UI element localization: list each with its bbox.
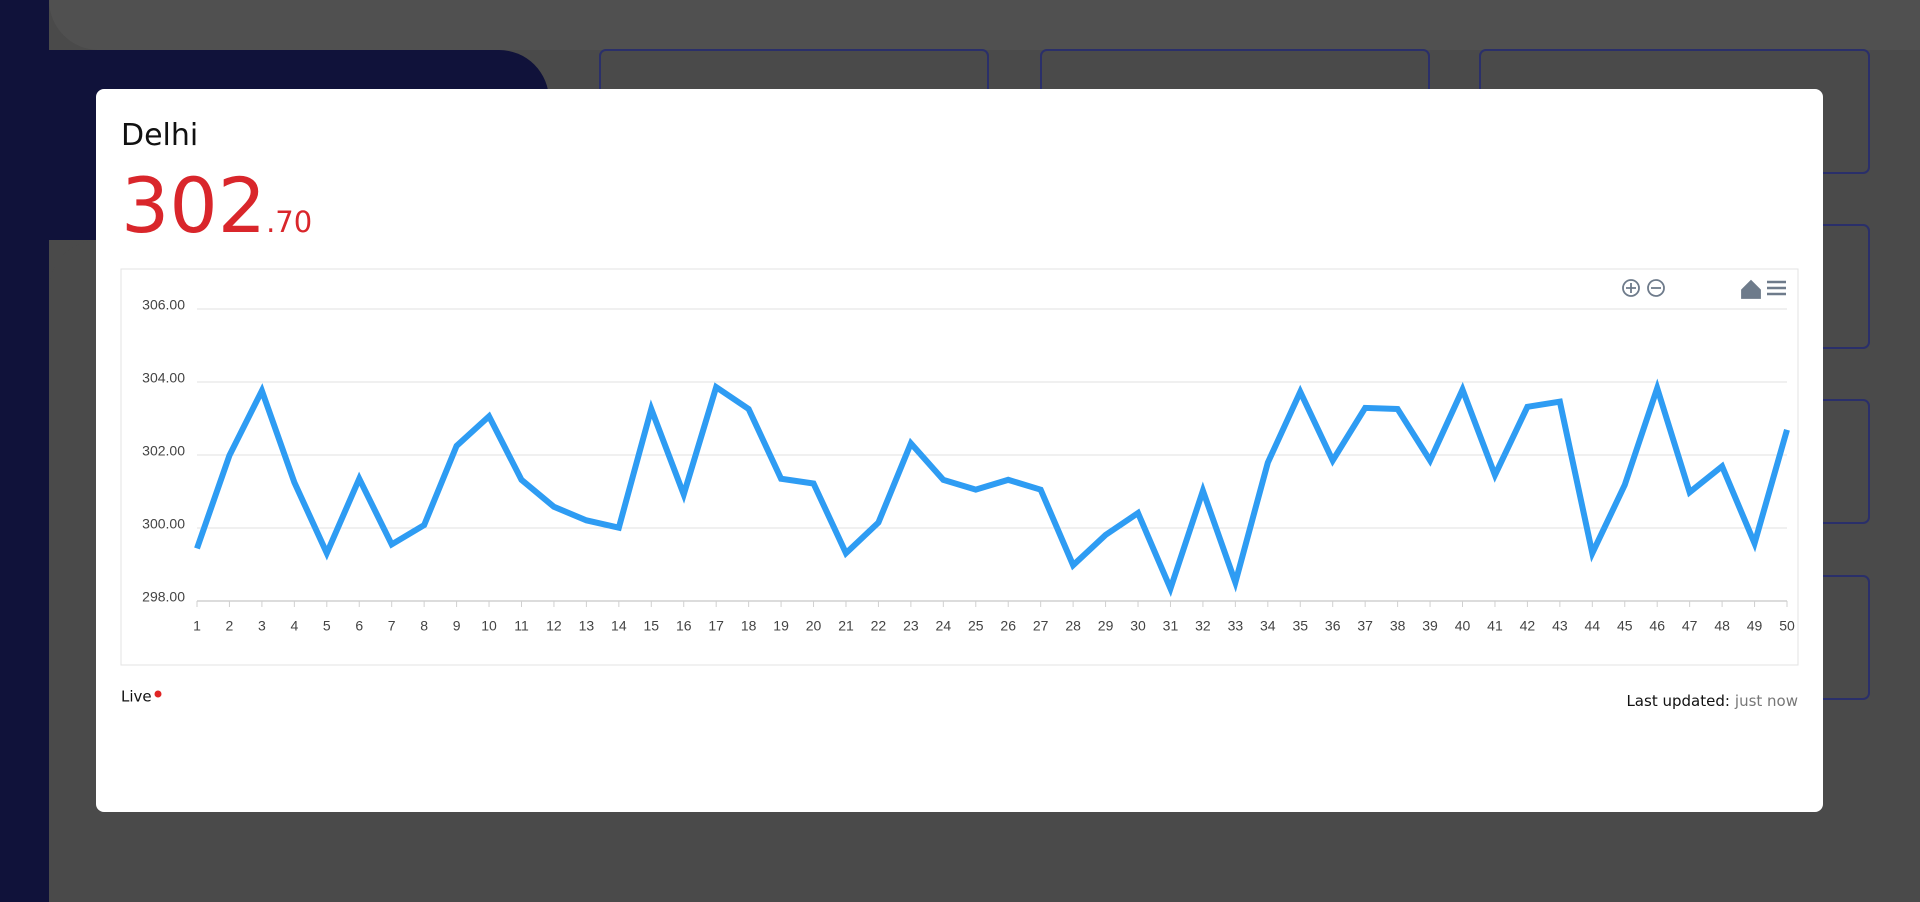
- y-tick-label: 304.00: [142, 370, 185, 386]
- x-tick-label: 11: [514, 618, 529, 634]
- x-tick-label: 37: [1357, 618, 1373, 634]
- x-tick-label: 18: [741, 618, 757, 634]
- x-tick-label: 32: [1195, 618, 1211, 634]
- x-tick-label: 36: [1325, 618, 1341, 634]
- x-tick-label: 17: [708, 618, 724, 634]
- x-tick-label: 20: [806, 618, 822, 634]
- toolbar: [1622, 279, 1786, 299]
- x-tick-label: 7: [388, 618, 396, 634]
- zoom-in[interactable]: [1622, 279, 1640, 297]
- x-tick-label: 25: [968, 618, 984, 634]
- last-updated: Last updated: just now: [1626, 692, 1798, 710]
- updated-value: just now: [1734, 692, 1798, 710]
- x-tick-label: 30: [1130, 618, 1146, 634]
- x-tick-label: 33: [1228, 618, 1244, 634]
- x-tick-label: 50: [1779, 618, 1795, 634]
- live-label: Live: [121, 688, 152, 706]
- y-tick-label: 306.00: [142, 297, 185, 313]
- x-tick-label: 48: [1714, 618, 1730, 634]
- x-tick-label: 6: [355, 618, 363, 634]
- x-tick-label: 41: [1487, 618, 1503, 634]
- x-tick-label: 24: [936, 618, 952, 634]
- x-tick-label: 47: [1682, 618, 1698, 634]
- x-tick-label: 26: [1000, 618, 1016, 634]
- price-integer: 302: [121, 161, 266, 250]
- x-tick-label: 38: [1390, 618, 1406, 634]
- menu[interactable]: [1767, 280, 1786, 296]
- x-tick-label: 8: [420, 618, 428, 634]
- x-tick-label: 5: [323, 618, 331, 634]
- x-tick-label: 45: [1617, 618, 1633, 634]
- x-tick-label: 44: [1585, 618, 1601, 634]
- x-tick-label: 3: [258, 618, 266, 634]
- x-tick-label: 19: [773, 618, 789, 634]
- live-dot: [154, 690, 162, 698]
- x-tick-label: 23: [903, 618, 919, 634]
- chart-frame: [120, 268, 1799, 666]
- x-tick-label: 21: [838, 618, 854, 634]
- sidebar: [0, 0, 49, 902]
- zoom-out[interactable]: [1647, 279, 1665, 297]
- x-tick-label: 46: [1649, 618, 1665, 634]
- x-tick-label: 43: [1552, 618, 1568, 634]
- x-tick-label: 12: [546, 618, 562, 634]
- x-tick-label: 15: [643, 618, 659, 634]
- reset-zoom[interactable]: [1741, 279, 1761, 299]
- x-tick-label: 35: [1292, 618, 1308, 634]
- x-tick-label: 1: [193, 618, 201, 634]
- y-tick-label: 300.00: [142, 516, 185, 532]
- x-tick-label: 28: [1065, 618, 1081, 634]
- updated-label: Last updated:: [1626, 692, 1729, 710]
- x-tick-label: 13: [579, 618, 595, 634]
- x-tick-label: 10: [481, 618, 497, 634]
- x-tick-label: 9: [453, 618, 461, 634]
- x-tick-label: 34: [1260, 618, 1276, 634]
- x-tick-label: 29: [1098, 618, 1114, 634]
- line-series: [194, 378, 1790, 598]
- price-decimal: .70: [266, 205, 312, 239]
- x-tick-label: 16: [676, 618, 692, 634]
- modal-title: Delhi: [121, 118, 198, 153]
- price: 302.70: [121, 161, 312, 250]
- x-tick-label: 31: [1163, 618, 1179, 634]
- x-tick-label: 40: [1455, 618, 1471, 634]
- x-tick-label: 27: [1033, 618, 1049, 634]
- x-tick-label: 39: [1422, 618, 1438, 634]
- x-tick-label: 2: [226, 618, 234, 634]
- x-tick-label: 4: [290, 618, 298, 634]
- y-tick-label: 302.00: [142, 443, 185, 459]
- x-tick-label: 22: [871, 618, 887, 634]
- y-tick-label: 298.00: [142, 589, 185, 605]
- x-tick-label: 49: [1747, 618, 1763, 634]
- x-tick-label: 14: [611, 618, 627, 634]
- top-bar: [49, 0, 1920, 50]
- x-tick-label: 42: [1520, 618, 1536, 634]
